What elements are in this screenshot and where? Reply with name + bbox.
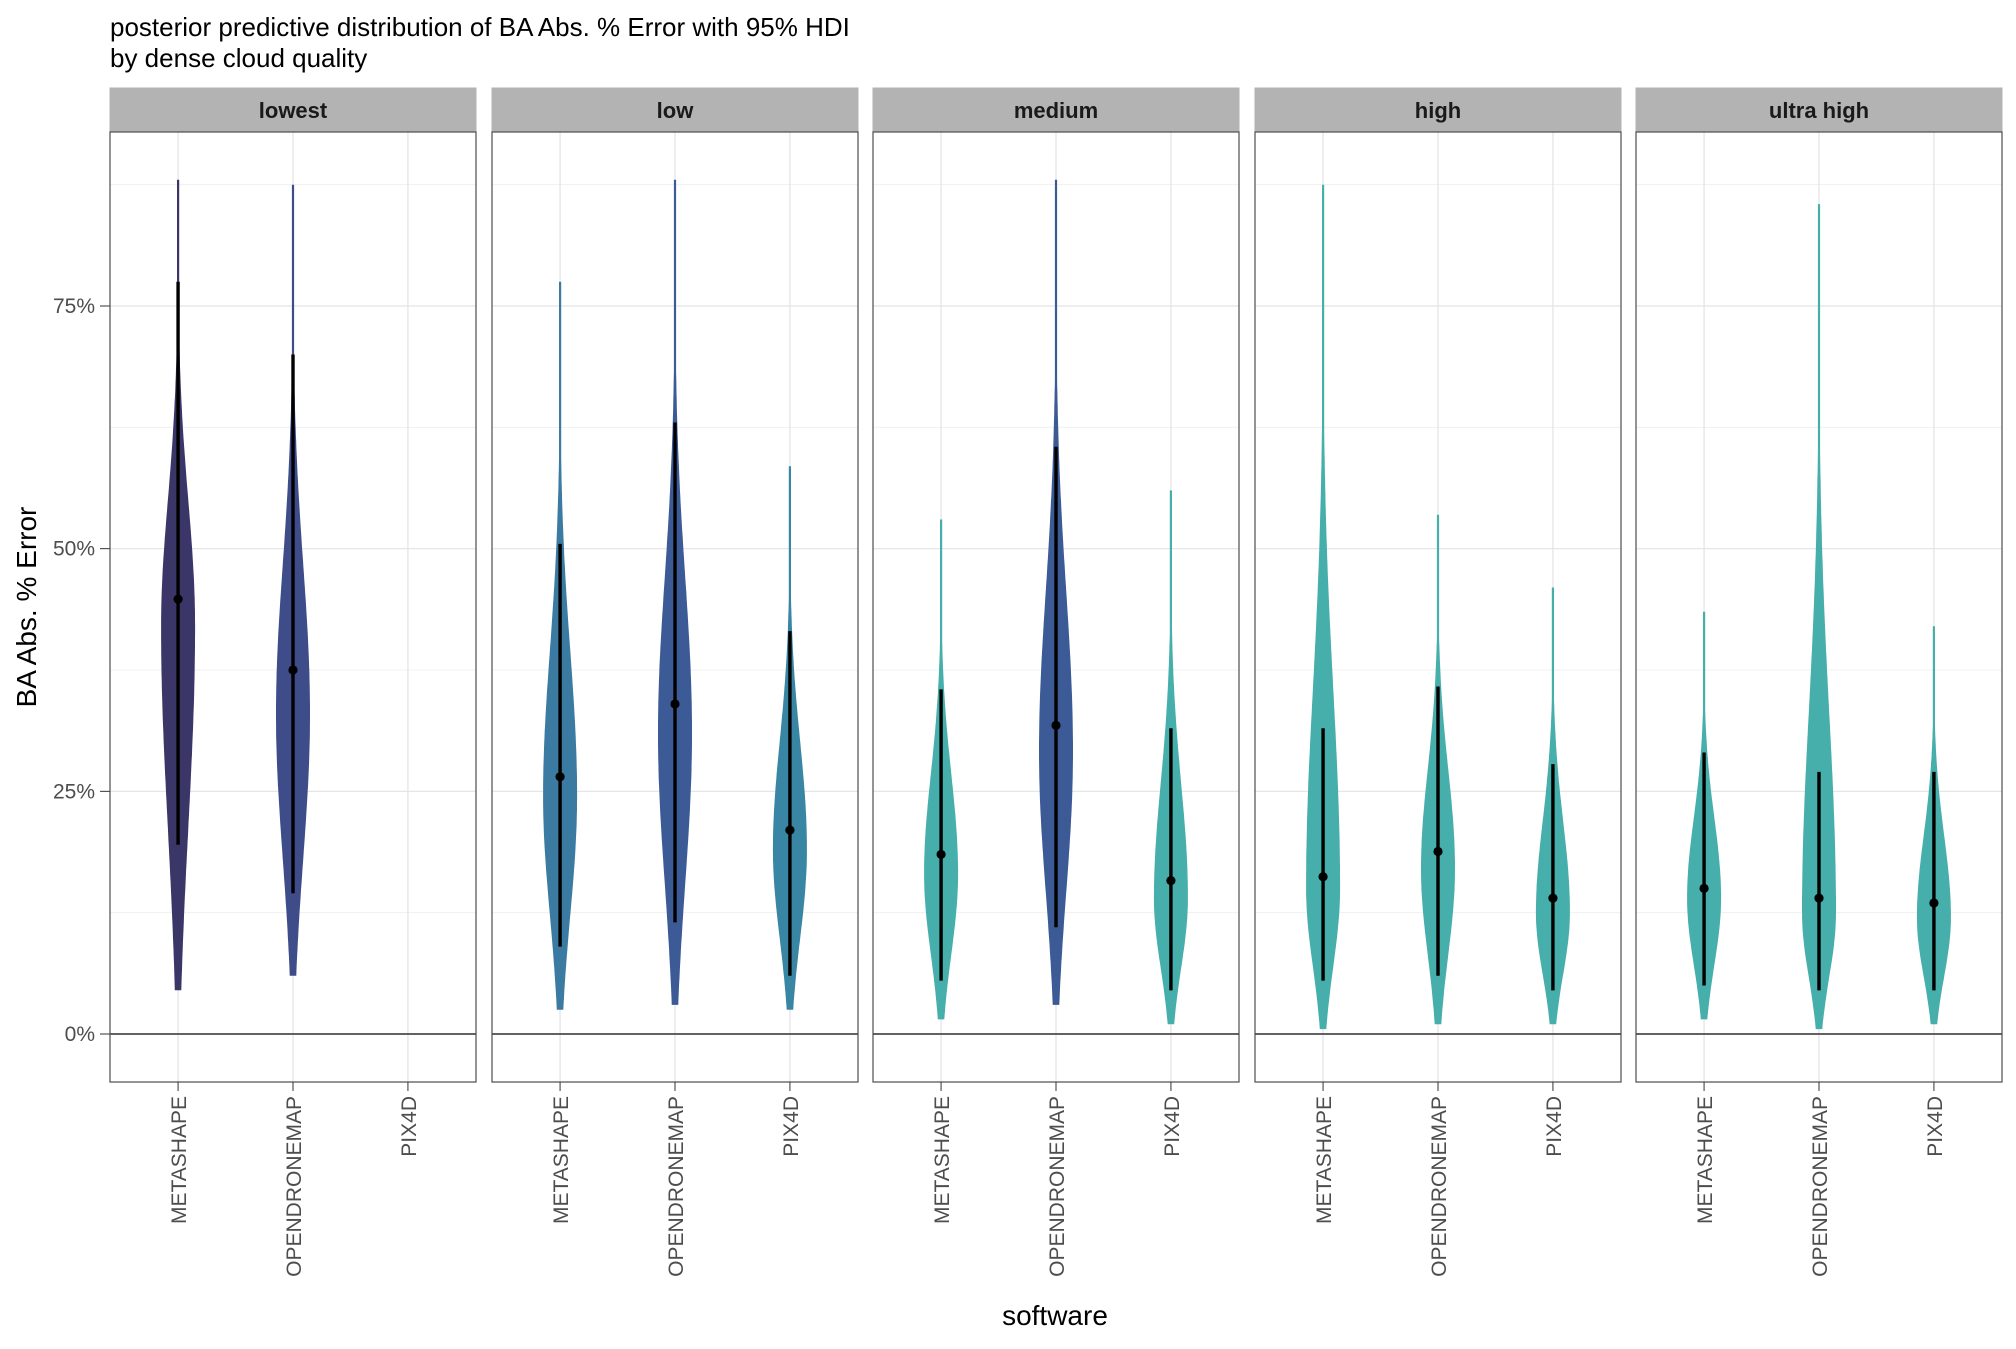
x-tick-label: PIX4D [780, 1096, 803, 1157]
x-tick-label: METASHAPE [931, 1096, 954, 1224]
facet-strip [491, 87, 859, 133]
facet-panel-lowest: lowest METASHAPE OPENDRONEMAP PIX4D [109, 87, 477, 1277]
median-point [1318, 872, 1328, 882]
y-tick-label: 50% [53, 538, 95, 561]
facet-panel-high: high METASHAPE OPENDRONEMAP PIX4D [1254, 87, 1622, 1277]
x-axis-label: software [1002, 1300, 1108, 1331]
y-tick-label: 75% [53, 295, 95, 318]
x-tick-label: METASHAPE [168, 1096, 191, 1224]
facet-strip-label: lowest [259, 98, 328, 123]
facet-strip [872, 87, 1240, 133]
y-tick-label: 0% [65, 1023, 95, 1046]
facet-strip [1635, 87, 2003, 133]
median-point [173, 594, 183, 604]
median-point [1929, 898, 1939, 908]
median-point [1699, 883, 1709, 894]
facet-strip-label: medium [1014, 98, 1098, 123]
violin-metashape [1306, 184, 1341, 1030]
y-tick-label: 25% [53, 780, 95, 803]
x-tick-label: METASHAPE [1313, 1096, 1336, 1224]
chart-subtitle: by dense cloud quality [110, 43, 367, 73]
x-tick-label: OPENDRONEMAP [1046, 1096, 1069, 1277]
x-tick-label: OPENDRONEMAP [665, 1096, 688, 1277]
y-axis-label: BA Abs. % Error [11, 507, 42, 708]
median-point [936, 849, 946, 860]
median-point [555, 772, 565, 782]
facet-panel-ultra-high: ultra high METASHAPE OPENDRONEMAP PIX4D [1635, 87, 2003, 1277]
facet-strip [1254, 87, 1622, 133]
median-point [1051, 720, 1061, 730]
median-point [670, 699, 680, 709]
median-point [288, 665, 298, 675]
x-tick-label: PIX4D [1161, 1096, 1184, 1157]
facet-strip [109, 87, 477, 133]
x-tick-label: PIX4D [398, 1096, 421, 1157]
x-tick-label: OPENDRONEMAP [1809, 1096, 1832, 1277]
x-tick-label: METASHAPE [1694, 1096, 1717, 1224]
x-tick-label: OPENDRONEMAP [1428, 1096, 1451, 1277]
facet-strip-label: ultra high [1769, 98, 1869, 123]
x-tick-label: PIX4D [1543, 1096, 1566, 1157]
x-tick-label: OPENDRONEMAP [283, 1096, 306, 1277]
median-point [1166, 876, 1176, 886]
chart-title: posterior predictive distribution of BA … [110, 12, 850, 42]
facet-strip-label: high [1415, 98, 1461, 123]
median-point [1548, 893, 1558, 903]
x-tick-label: METASHAPE [550, 1096, 573, 1224]
facet-strip-label: low [657, 98, 695, 123]
median-point [785, 825, 795, 835]
median-point [1814, 893, 1824, 903]
violin-opendronemap [1802, 204, 1836, 1030]
facet-panel-low: low METASHAPE OPENDRONEMAP PIX4D [491, 87, 859, 1277]
x-tick-label: PIX4D [1924, 1096, 1947, 1157]
median-point [1433, 846, 1443, 857]
facet-panel-medium: medium METASHAPE OPENDRONEMAP PIX4D [872, 87, 1240, 1277]
